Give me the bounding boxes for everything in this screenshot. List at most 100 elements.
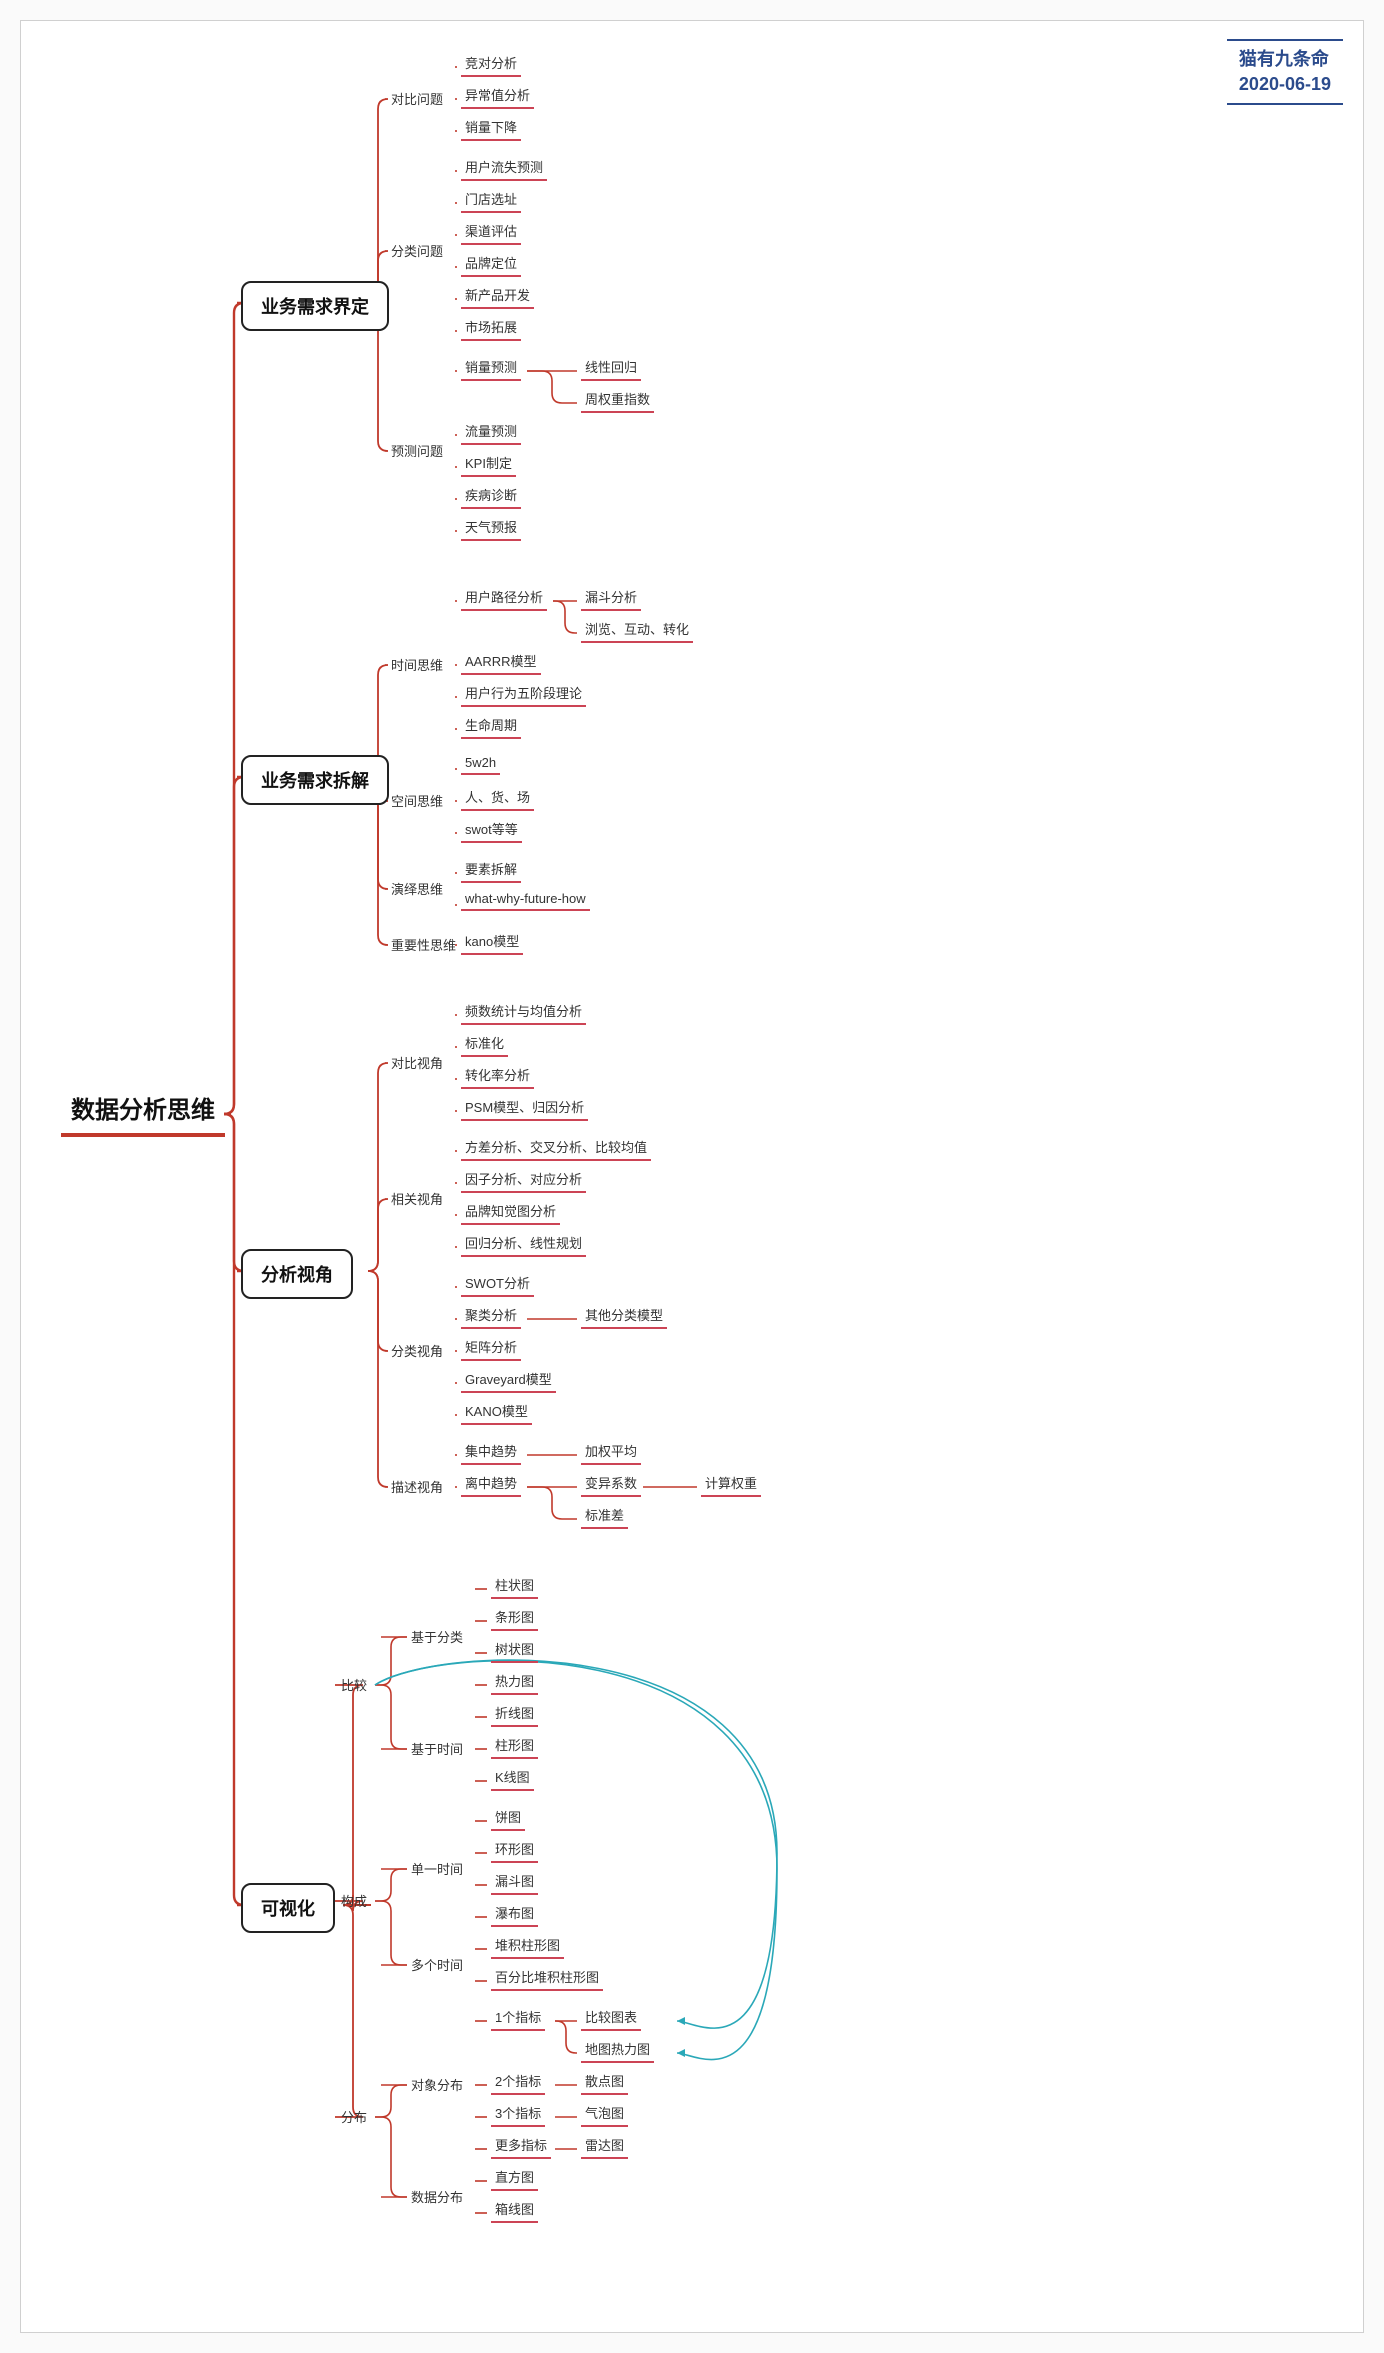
leaf-堆积柱形图: 堆积柱形图 [491, 1933, 564, 1959]
leaf-Graveyard模型: Graveyard模型 [461, 1367, 556, 1393]
leaf-PSM模型、归因分析: PSM模型、归因分析 [461, 1095, 588, 1121]
attribution-box: 猫有九条命 2020-06-19 [1227, 39, 1343, 105]
leaf-kano模型: kano模型 [461, 929, 523, 955]
leaf-地图热力图: 地图热力图 [581, 2037, 654, 2063]
leaf-方差分析、交叉分析、比较均值: 方差分析、交叉分析、比较均值 [461, 1135, 651, 1161]
leaf-比较图表: 比较图表 [581, 2005, 641, 2031]
sub-s1a: 对比问题 [391, 89, 443, 108]
grp-单一时间: 单一时间 [411, 1859, 463, 1878]
leaf-天气预报: 天气预报 [461, 515, 521, 541]
leaf-用户行为五阶段理论: 用户行为五阶段理论 [461, 681, 586, 707]
main-m4: 可视化 [241, 1883, 335, 1933]
leaf-新产品开发: 新产品开发 [461, 283, 534, 309]
leaf-转化率分析: 转化率分析 [461, 1063, 534, 1089]
sub-s2c: 演绎思维 [391, 879, 443, 898]
leaf-KANO模型: KANO模型 [461, 1399, 532, 1425]
leaf-回归分析、线性规划: 回归分析、线性规划 [461, 1231, 586, 1257]
leaf-折线图: 折线图 [491, 1701, 538, 1727]
leaf-其他分类模型: 其他分类模型 [581, 1303, 667, 1329]
leaf-标准化: 标准化 [461, 1031, 508, 1057]
sub-s3a: 对比视角 [391, 1053, 443, 1072]
leaf-竞对分析: 竞对分析 [461, 51, 521, 77]
grp-基于时间: 基于时间 [411, 1739, 463, 1758]
sub-s4b: 构成 [341, 1891, 367, 1910]
main-m1: 业务需求界定 [241, 281, 389, 331]
leaf-what-why-future-how: what-why-future-how [461, 889, 590, 911]
sub-s1b: 分类问题 [391, 241, 443, 260]
leaf-用户流失预测: 用户流失预测 [461, 155, 547, 181]
leaf-热力图: 热力图 [491, 1669, 538, 1695]
leaf-市场拓展: 市场拓展 [461, 315, 521, 341]
leaf-百分比堆积柱形图: 百分比堆积柱形图 [491, 1965, 603, 1991]
leaf-雷达图: 雷达图 [581, 2133, 628, 2159]
leaf-要素拆解: 要素拆解 [461, 857, 521, 883]
leaf-饼图: 饼图 [491, 1805, 525, 1831]
leaf-销量预测: 销量预测 [461, 355, 521, 381]
leaf-销量下降: 销量下降 [461, 115, 521, 141]
leaf-条形图: 条形图 [491, 1605, 538, 1631]
leaf-周权重指数: 周权重指数 [581, 387, 654, 413]
leaf-漏斗图: 漏斗图 [491, 1869, 538, 1895]
leaf-离中趋势: 离中趋势 [461, 1471, 521, 1497]
leaf-1个指标: 1个指标 [491, 2005, 545, 2031]
leaf-聚类分析: 聚类分析 [461, 1303, 521, 1329]
leaf-品牌知觉图分析: 品牌知觉图分析 [461, 1199, 560, 1225]
leaf-箱线图: 箱线图 [491, 2197, 538, 2223]
leaf-计算权重: 计算权重 [701, 1471, 761, 1497]
leaf-2个指标: 2个指标 [491, 2069, 545, 2095]
leaf-变异系数: 变异系数 [581, 1471, 641, 1497]
leaf-3个指标: 3个指标 [491, 2101, 545, 2127]
date-label: 2020-06-19 [1239, 72, 1331, 97]
leaf-生命周期: 生命周期 [461, 713, 521, 739]
sub-s2a: 时间思维 [391, 655, 443, 674]
leaf-瀑布图: 瀑布图 [491, 1901, 538, 1927]
author-label: 猫有九条命 [1239, 47, 1331, 72]
leaf-气泡图: 气泡图 [581, 2101, 628, 2127]
grp-基于分类: 基于分类 [411, 1627, 463, 1646]
sub-s2b: 空间思维 [391, 791, 443, 810]
leaf-因子分析、对应分析: 因子分析、对应分析 [461, 1167, 586, 1193]
leaf-漏斗分析: 漏斗分析 [581, 585, 641, 611]
leaf-品牌定位: 品牌定位 [461, 251, 521, 277]
leaf-异常值分析: 异常值分析 [461, 83, 534, 109]
sub-s4a: 比较 [341, 1675, 367, 1694]
sub-s1c: 预测问题 [391, 441, 443, 460]
grp-多个时间: 多个时间 [411, 1955, 463, 1974]
leaf-标准差: 标准差 [581, 1503, 628, 1529]
leaf-直方图: 直方图 [491, 2165, 538, 2191]
leaf-浏览、互动、转化: 浏览、互动、转化 [581, 617, 693, 643]
leaf-SWOT分析: SWOT分析 [461, 1271, 534, 1297]
leaf-渠道评估: 渠道评估 [461, 219, 521, 245]
leaf-K线图: K线图 [491, 1765, 534, 1791]
sub-s4c: 分布 [341, 2107, 367, 2126]
leaf-树状图: 树状图 [491, 1637, 538, 1663]
leaf-5w2h: 5w2h [461, 753, 500, 775]
main-m2: 业务需求拆解 [241, 755, 389, 805]
leaf-用户路径分析: 用户路径分析 [461, 585, 547, 611]
leaf-swot等等: swot等等 [461, 817, 522, 843]
main-m3: 分析视角 [241, 1249, 353, 1299]
grp-对象分布: 对象分布 [411, 2075, 463, 2094]
leaf-柱状图: 柱状图 [491, 1573, 538, 1599]
mindmap-canvas: 猫有九条命 2020-06-19 数据分析思维 竞对分析异常值分析销量下降对比问… [20, 20, 1364, 2333]
leaf-散点图: 散点图 [581, 2069, 628, 2095]
leaf-柱形图: 柱形图 [491, 1733, 538, 1759]
leaf-疾病诊断: 疾病诊断 [461, 483, 521, 509]
leaf-流量预测: 流量预测 [461, 419, 521, 445]
leaf-环形图: 环形图 [491, 1837, 538, 1863]
leaf-频数统计与均值分析: 频数统计与均值分析 [461, 999, 586, 1025]
leaf-更多指标: 更多指标 [491, 2133, 551, 2159]
root-node: 数据分析思维 [61, 1084, 225, 1137]
leaf-人、货、场: 人、货、场 [461, 785, 534, 811]
sub-s3d: 描述视角 [391, 1477, 443, 1496]
sub-s3c: 分类视角 [391, 1341, 443, 1360]
leaf-KPI制定: KPI制定 [461, 451, 516, 477]
leaf-门店选址: 门店选址 [461, 187, 521, 213]
leaf-加权平均: 加权平均 [581, 1439, 641, 1465]
sub-s2d: 重要性思维 [391, 935, 456, 954]
leaf-矩阵分析: 矩阵分析 [461, 1335, 521, 1361]
leaf-线性回归: 线性回归 [581, 355, 641, 381]
leaf-AARRR模型: AARRR模型 [461, 649, 541, 675]
grp-数据分布: 数据分布 [411, 2187, 463, 2206]
leaf-集中趋势: 集中趋势 [461, 1439, 521, 1465]
